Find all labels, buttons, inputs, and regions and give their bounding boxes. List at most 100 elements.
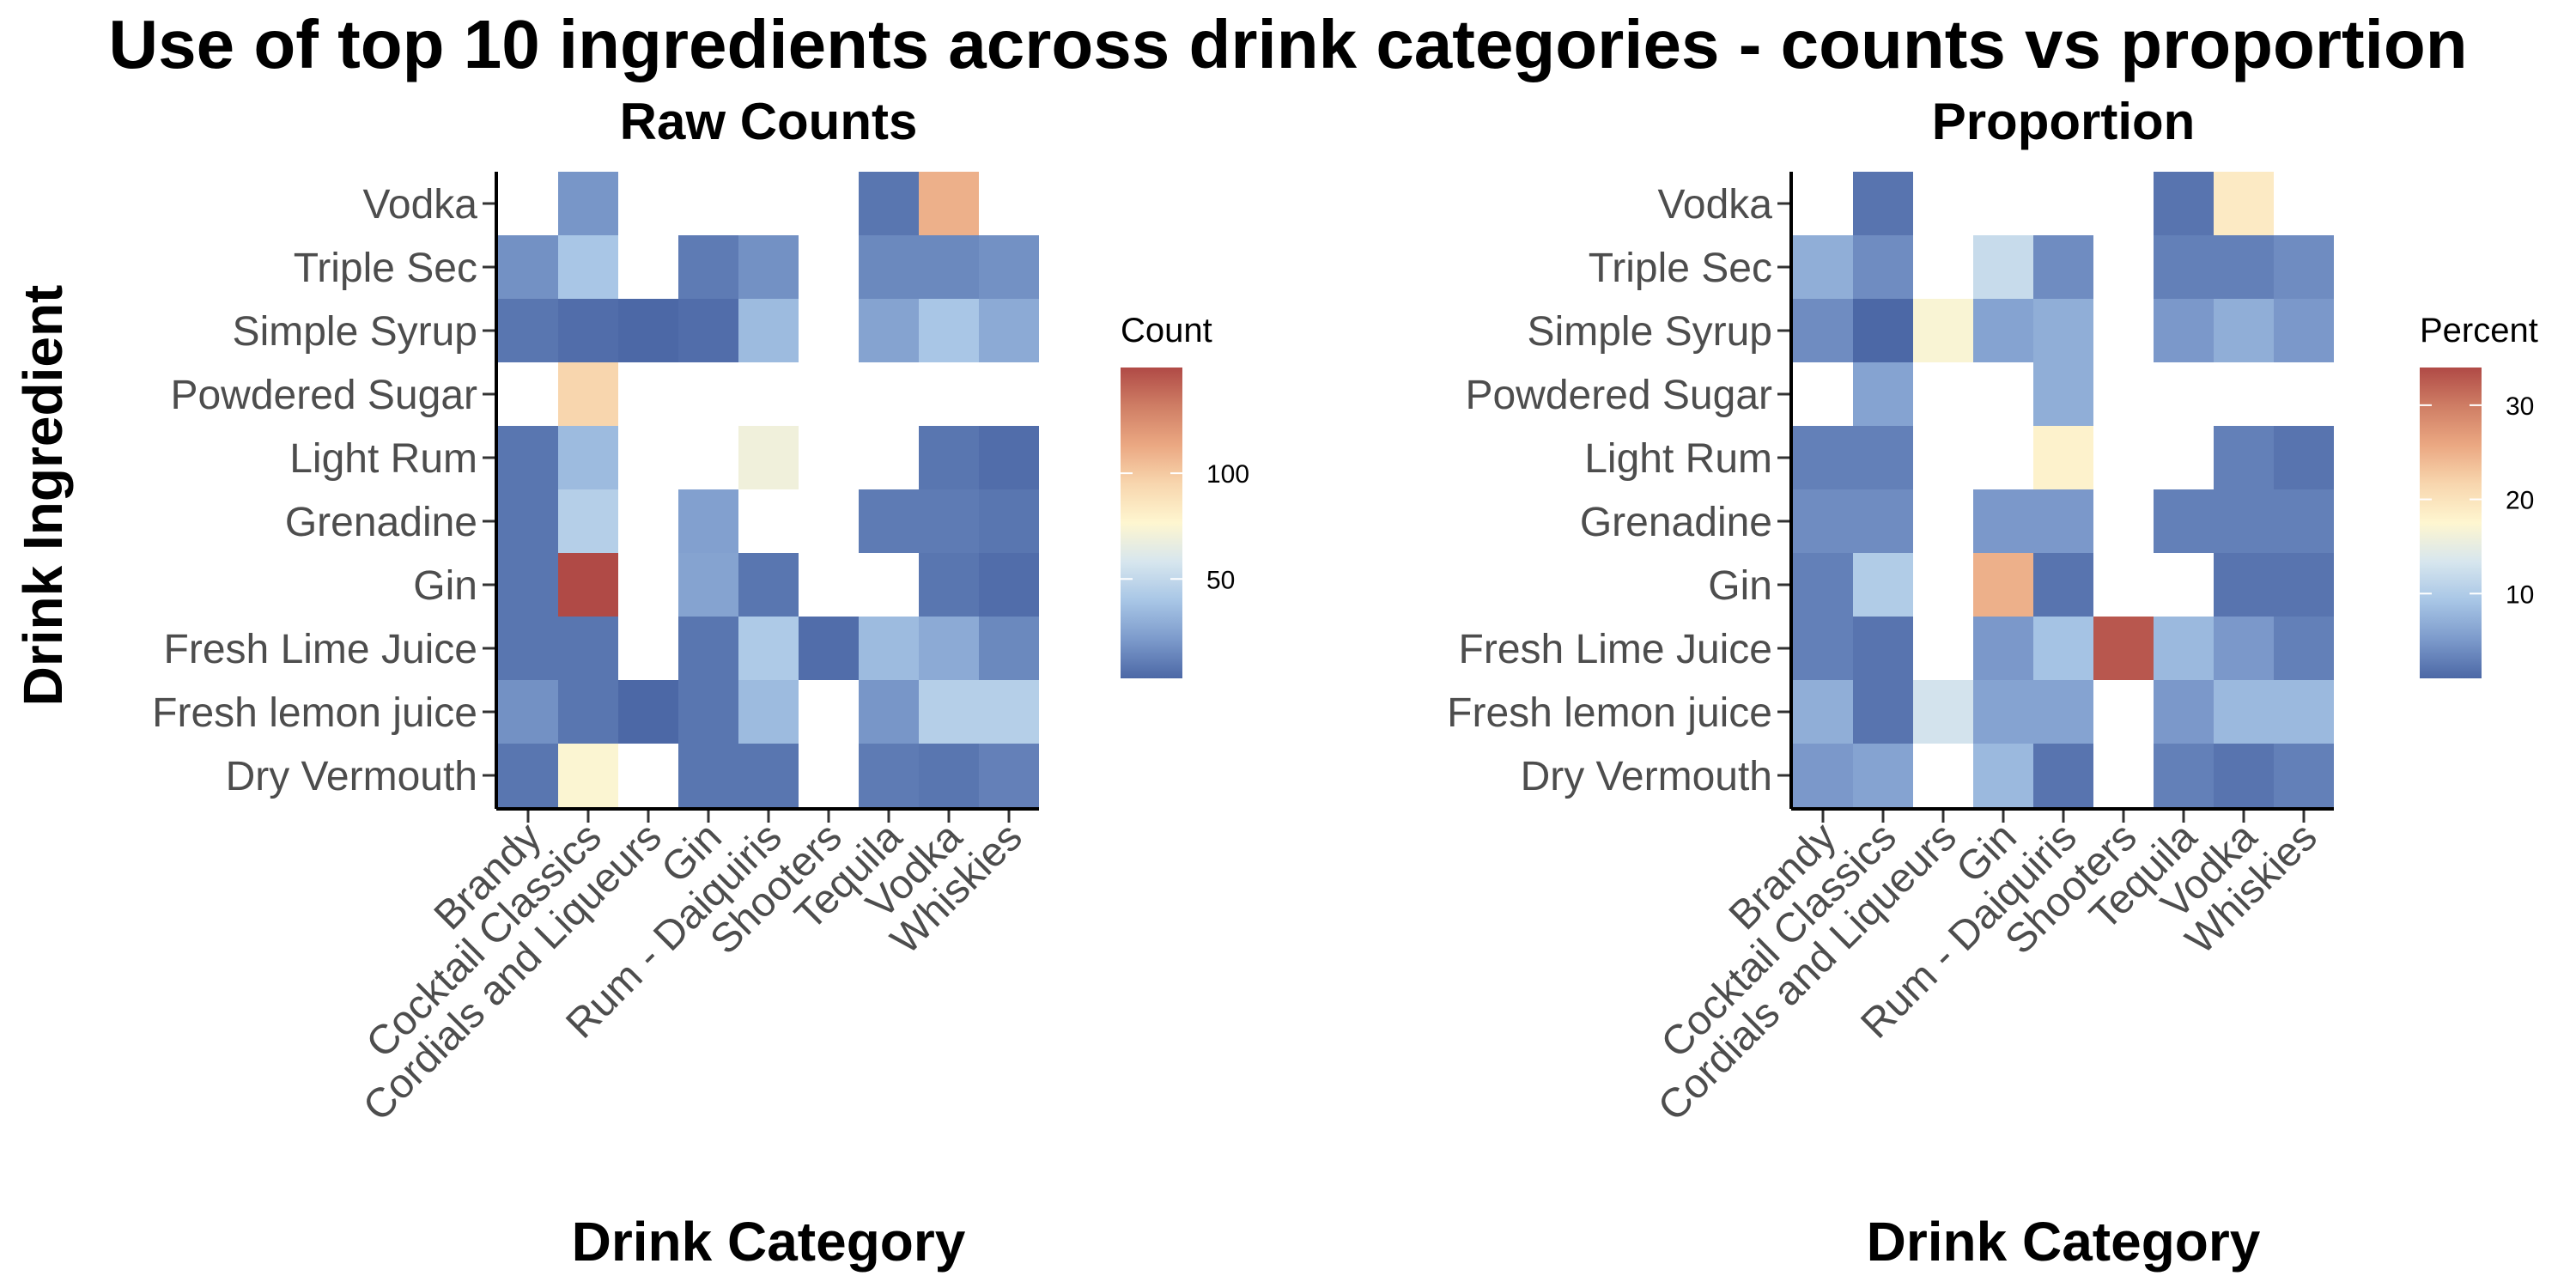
legend-colorbar [2420,368,2482,678]
heatmap-cell-triple-sec-vodka [2214,235,2274,299]
heatmap-cell-simple-syrup-brandy [1793,299,1853,362]
heatmap-cell-gin-brandy [1793,553,1853,617]
heatmap-cell-fresh-lime-juice-tequila [859,617,919,680]
heatmap-cell-triple-sec-whiskies [979,235,1039,299]
heatmap-cell-vodka-vodka [2214,172,2274,235]
y-tick-label-dry-vermouth: Dry Vermouth [1521,754,1772,799]
heatmap-cell-fresh-lime-juice-tequila [2154,617,2214,680]
heatmap-cell-grenadine-tequila [859,489,919,553]
heatmap-cell-triple-sec-tequila [859,235,919,299]
heatmap-cell-dry-vermouth-cocktail-classics [558,744,618,807]
heatmap-cell-fresh-lemon-juice-tequila [2154,680,2214,744]
heatmap-cell-light-rum-brandy [1793,426,1853,489]
heatmap-cell-fresh-lime-juice-gin [1973,617,2033,680]
heatmap-cell-light-rum-cocktail-classics [1853,426,1913,489]
y-tick-label-fresh-lemon-juice: Fresh lemon juice [152,690,477,736]
heatmap-cell-fresh-lime-juice-rum-daiquiris [738,617,799,680]
heatmap-cell-fresh-lemon-juice-whiskies [979,680,1039,744]
heatmap-cell-grenadine-whiskies [2274,489,2334,553]
heatmap-cell-fresh-lime-juice-whiskies [2274,617,2334,680]
heatmap-cell-triple-sec-gin [678,235,738,299]
heatmap-cell-dry-vermouth-gin [678,744,738,807]
heatmap-cell-triple-sec-rum-daiquiris [2033,235,2093,299]
heatmap-cell-fresh-lemon-juice-cordials-and-liqueurs [618,680,678,744]
heatmap-cell-fresh-lime-juice-vodka [919,617,979,680]
y-tick-label-gin: Gin [1708,563,1772,609]
heatmap-cell-dry-vermouth-rum-daiquiris [738,744,799,807]
heatmap-cell-triple-sec-rum-daiquiris [738,235,799,299]
heatmap-cell-gin-vodka [2214,553,2274,617]
legend-tick-label: 50 [1206,566,1235,594]
heatmap-cell-gin-gin [1973,553,2033,617]
heatmap-cell-grenadine-gin [1973,489,2033,553]
heatmap-cell-dry-vermouth-whiskies [2274,744,2334,807]
legend: Count 50 100 [1121,312,1249,678]
heatmap-cell-dry-vermouth-cocktail-classics [1853,744,1913,807]
heatmap-cell-simple-syrup-gin [1973,299,2033,362]
heatmap-cell-grenadine-vodka [2214,489,2274,553]
y-tick-label-vodka: Vodka [363,182,478,228]
heatmap-cell-simple-syrup-whiskies [2274,299,2334,362]
heatmap-cell-dry-vermouth-brandy [1793,744,1853,807]
panel-title: Proportion [1932,93,2196,150]
heatmap-cell-light-rum-brandy [498,426,558,489]
heatmap-cell-triple-sec-brandy [1793,235,1853,299]
heatmap-cell-triple-sec-tequila [2154,235,2214,299]
heatmap-cell-gin-cocktail-classics [558,553,618,617]
heatmap-cell-vodka-cocktail-classics [558,172,618,235]
heatmap-cell-simple-syrup-tequila [2154,299,2214,362]
legend-title: Percent [2420,312,2538,349]
heatmap-cell-simple-syrup-rum-daiquiris [738,299,799,362]
heatmap-cell-gin-whiskies [979,553,1039,617]
heatmap-cell-triple-sec-vodka [919,235,979,299]
heatmap-cell-dry-vermouth-gin [1973,744,2033,807]
heatmap-cell-light-rum-whiskies [2274,426,2334,489]
heatmap-cell-triple-sec-cocktail-classics [558,235,618,299]
heatmap-cell-grenadine-cocktail-classics [558,489,618,553]
heatmap-cell-gin-gin [678,553,738,617]
y-tick-label-powdered-sugar: Powdered Sugar [1465,373,1772,418]
heatmap-cell-grenadine-tequila [2154,489,2214,553]
heatmap-cell-fresh-lime-juice-vodka [2214,617,2274,680]
heatmap-cell-vodka-tequila [859,172,919,235]
heatmap-cell-dry-vermouth-rum-daiquiris [2033,744,2093,807]
heatmap-cell-powdered-sugar-cocktail-classics [1853,362,1913,426]
heatmap-cell-fresh-lemon-juice-rum-daiquiris [738,680,799,744]
heatmap-cell-fresh-lemon-juice-brandy [1793,680,1853,744]
heatmap-cell-fresh-lemon-juice-vodka [2214,680,2274,744]
y-tick-label-simple-syrup: Simple Syrup [1528,309,1772,355]
chart-title: Use of top 10 ingredients across drink c… [108,6,2468,82]
panel-title: Raw Counts [620,93,918,150]
heatmap-cell-fresh-lemon-juice-gin [678,680,738,744]
heatmap-cell-simple-syrup-brandy [498,299,558,362]
heatmap-cell-dry-vermouth-whiskies [979,744,1039,807]
heatmap-cell-light-rum-whiskies [979,426,1039,489]
heatmap-cell-grenadine-rum-daiquiris [2033,489,2093,553]
y-tick-label-gin: Gin [413,563,477,609]
x-axis-title: Drink Category [1867,1211,2261,1273]
heatmap-cell-simple-syrup-rum-daiquiris [2033,299,2093,362]
legend-tick-label: 30 [2506,392,2534,421]
heatmap-cell-gin-vodka [919,553,979,617]
heatmap-cell-fresh-lime-juice-brandy [1793,617,1853,680]
heatmap-cell-light-rum-vodka [2214,426,2274,489]
heatmap-cell-powdered-sugar-rum-daiquiris [2033,362,2093,426]
heatmap-cell-gin-brandy [498,553,558,617]
legend-tick-label: 100 [1206,460,1249,489]
heatmap-cell-fresh-lemon-juice-cocktail-classics [558,680,618,744]
heatmap-cell-fresh-lime-juice-rum-daiquiris [2033,617,2093,680]
heatmap-cell-grenadine-brandy [1793,489,1853,553]
heatmap-cell-grenadine-vodka [919,489,979,553]
heatmap-cell-dry-vermouth-vodka [2214,744,2274,807]
heatmap-cell-grenadine-cocktail-classics [1853,489,1913,553]
heatmap-cell-dry-vermouth-tequila [2154,744,2214,807]
legend-tick-label: 10 [2506,580,2534,609]
heatmap-cell-gin-rum-daiquiris [738,553,799,617]
heatmap-cell-simple-syrup-vodka [2214,299,2274,362]
heatmap-cell-simple-syrup-vodka [919,299,979,362]
x-axis-title: Drink Category [572,1211,966,1273]
heatmap-cell-fresh-lime-juice-shooters [799,617,859,680]
heatmap-cell-powdered-sugar-cocktail-classics [558,362,618,426]
y-tick-label-grenadine: Grenadine [285,500,477,545]
